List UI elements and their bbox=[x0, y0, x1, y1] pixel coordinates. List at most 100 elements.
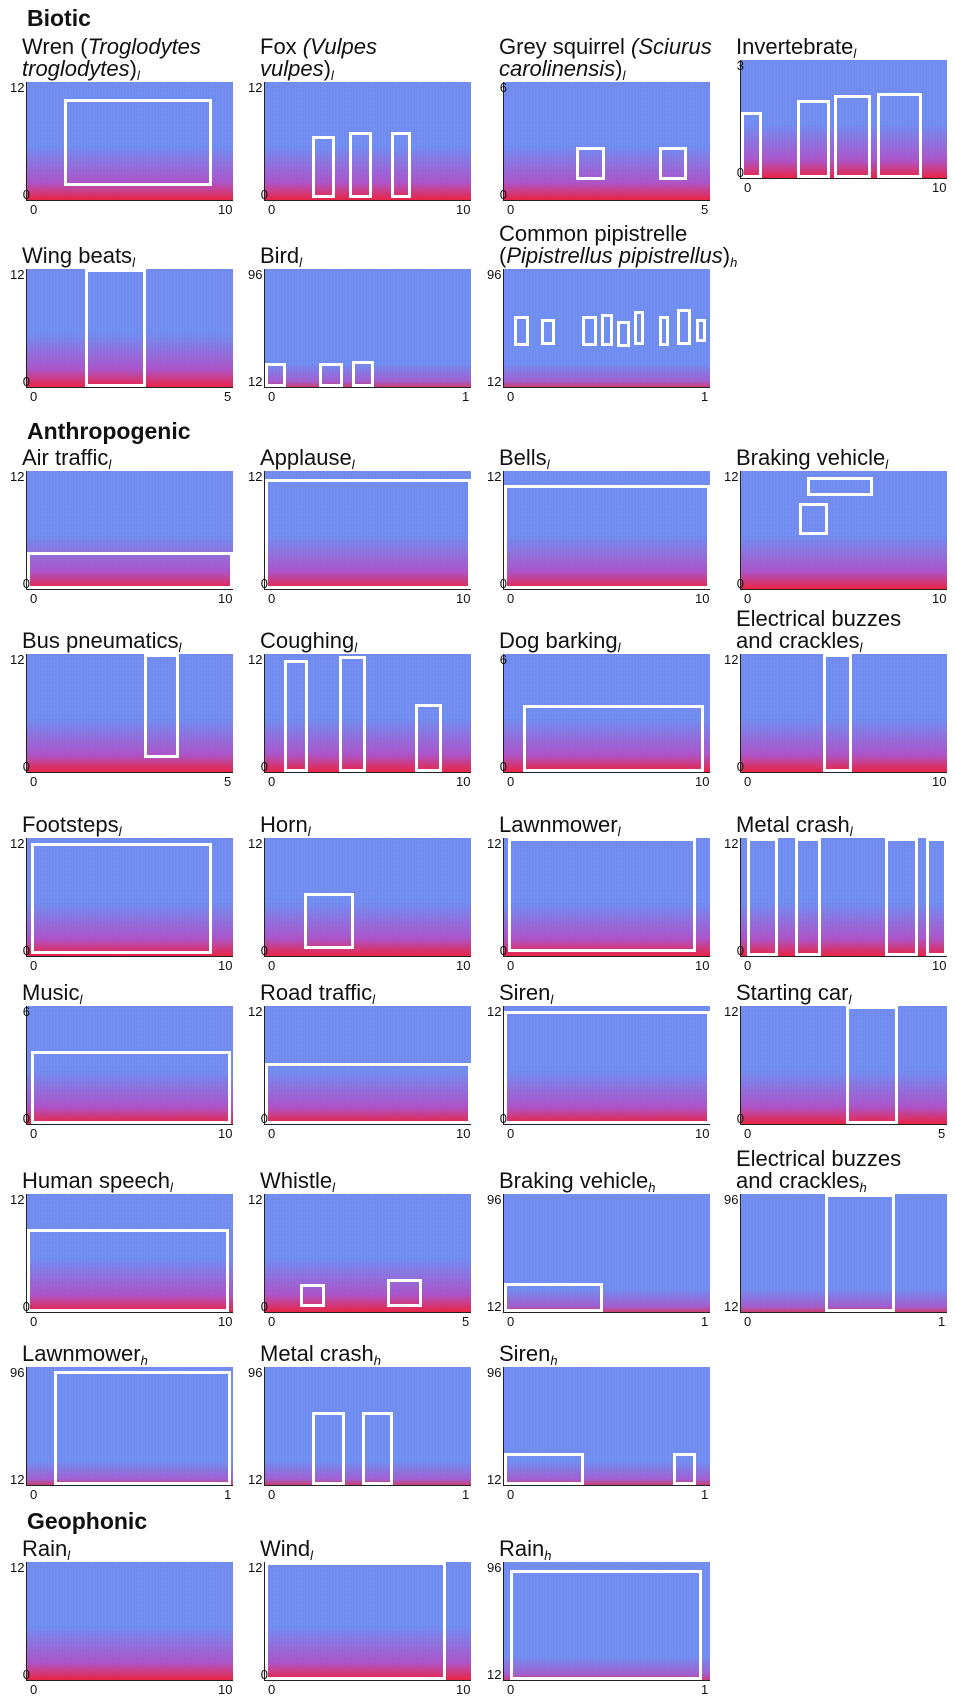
x-tick-max: 10 bbox=[932, 180, 947, 195]
x-tick-max: 10 bbox=[695, 774, 710, 789]
y-tick-max: 3 bbox=[736, 58, 744, 73]
x-tick-min: 0 bbox=[507, 958, 515, 973]
x-tick-min: 0 bbox=[744, 591, 752, 606]
spectrogram-plot bbox=[503, 1367, 710, 1486]
x-tick-max: 10 bbox=[218, 202, 233, 217]
spectrogram-panel-bird: Birdl 96 12 0 1 bbox=[248, 245, 478, 407]
x-tick-max: 1 bbox=[701, 1487, 709, 1502]
y-tick-max: 6 bbox=[22, 1004, 30, 1019]
spectrogram-plot bbox=[503, 471, 710, 590]
spectrogram-plot bbox=[740, 654, 947, 773]
x-tick-min: 0 bbox=[507, 202, 515, 217]
spectrogram-panel-coughing: Coughingl 12 0 0 10 bbox=[248, 628, 478, 792]
y-tick-max: 96 bbox=[487, 1365, 502, 1380]
spectrogram-plot bbox=[740, 838, 947, 957]
x-tick-max: 10 bbox=[695, 591, 710, 606]
y-tick-min: 0 bbox=[22, 943, 30, 958]
spectrogram-plot bbox=[503, 654, 710, 773]
spectrogram-plot bbox=[26, 82, 233, 201]
spectrogram-panel-human-speech: Human speechl 12 0 0 10 bbox=[10, 1168, 240, 1332]
x-tick-min: 0 bbox=[30, 202, 38, 217]
y-tick-max: 12 bbox=[10, 80, 25, 95]
x-tick-max: 10 bbox=[932, 774, 947, 789]
y-tick-max: 12 bbox=[248, 1004, 263, 1019]
annotation-box bbox=[576, 146, 605, 180]
spectrogram-plot bbox=[26, 1367, 233, 1486]
panel-title: Rainl bbox=[22, 1536, 71, 1564]
y-tick-max: 12 bbox=[724, 836, 739, 851]
x-tick-min: 0 bbox=[507, 1126, 515, 1141]
annotation-box bbox=[53, 1370, 231, 1485]
panel-title: Grey squirrel (Sciurus carolinensis)l bbox=[499, 34, 712, 84]
y-tick-max: 96 bbox=[487, 1560, 502, 1575]
annotation-box bbox=[144, 654, 180, 758]
x-tick-min: 0 bbox=[507, 774, 515, 789]
x-tick-max: 10 bbox=[218, 1314, 233, 1329]
y-tick-max: 12 bbox=[248, 836, 263, 851]
panel-title: Road trafficl bbox=[260, 980, 375, 1008]
spectrogram-panel-horn: Hornl 12 0 0 10 bbox=[248, 814, 478, 976]
y-tick-min: 0 bbox=[260, 943, 268, 958]
y-tick-max: 6 bbox=[499, 652, 507, 667]
x-tick-max: 10 bbox=[456, 958, 471, 973]
annotation-box bbox=[27, 1229, 229, 1312]
y-tick-max: 96 bbox=[248, 267, 263, 282]
y-tick-max: 12 bbox=[10, 267, 25, 282]
y-tick-min: 0 bbox=[736, 943, 744, 958]
y-tick-min: 0 bbox=[736, 576, 744, 591]
y-tick-min: 0 bbox=[22, 187, 30, 202]
x-tick-max: 1 bbox=[224, 1487, 232, 1502]
x-tick-min: 0 bbox=[507, 1314, 515, 1329]
panel-title: Metal crashh bbox=[260, 1341, 381, 1369]
y-tick-max: 12 bbox=[10, 1560, 25, 1575]
spectrogram-panel-siren-h: Sirenh 96 12 0 1 bbox=[487, 1343, 717, 1505]
spectrogram-plot bbox=[26, 471, 233, 590]
annotation-box bbox=[677, 309, 692, 345]
spectrogram-panel-music: Musicl 6 0 0 10 bbox=[20, 982, 240, 1144]
spectrogram-plot bbox=[26, 654, 233, 773]
y-tick-max: 12 bbox=[10, 836, 25, 851]
spectrogram-panel-wren: Wren (Troglodytes troglodytes)l 12 0 0 10 bbox=[10, 34, 240, 220]
x-tick-max: 1 bbox=[462, 389, 470, 404]
panel-title: Metal crashl bbox=[736, 812, 853, 840]
spectrogram-plot bbox=[740, 1194, 947, 1313]
spectrogram-panel-whistle: Whistlel 12 0 0 5 bbox=[248, 1170, 478, 1332]
panel-title: Human speechl bbox=[22, 1168, 173, 1196]
y-tick-min: 12 bbox=[248, 374, 263, 389]
annotation-box bbox=[27, 552, 233, 589]
spectrogram-panel-lawnmower-h: Lawnmowerh 96 12 0 1 bbox=[10, 1343, 240, 1505]
y-tick-max: 12 bbox=[724, 1004, 739, 1019]
panel-title: Braking vehicleh bbox=[499, 1168, 656, 1196]
annotation-box bbox=[349, 131, 373, 198]
annotation-box bbox=[304, 893, 354, 949]
annotation-box bbox=[265, 479, 471, 589]
x-tick-min: 0 bbox=[268, 591, 276, 606]
spectrogram-plot bbox=[264, 1006, 471, 1125]
x-tick-min: 0 bbox=[30, 958, 38, 973]
spectrogram-panel-braking-vehicle-l: Braking vehiclel 12 0 0 10 bbox=[724, 447, 954, 609]
x-tick-min: 0 bbox=[744, 180, 752, 195]
x-tick-max: 10 bbox=[218, 1126, 233, 1141]
panel-title: Footstepsl bbox=[22, 812, 122, 840]
annotation-box bbox=[265, 1562, 447, 1680]
panel-title: Applausel bbox=[260, 445, 355, 473]
y-tick-min: 12 bbox=[10, 1472, 25, 1487]
spectrogram-plot bbox=[503, 838, 710, 957]
y-tick-max: 12 bbox=[248, 1560, 263, 1575]
panel-title: Coughingl bbox=[260, 628, 358, 656]
spectrogram-panel-common-pipistrelle: Common pipistrelle (Pipistrellus pipistre… bbox=[487, 223, 737, 407]
annotation-box bbox=[582, 316, 597, 346]
annotation-box bbox=[926, 838, 947, 956]
y-tick-min: 12 bbox=[248, 1472, 263, 1487]
x-tick-max: 1 bbox=[701, 1682, 709, 1697]
panel-title: Windl bbox=[260, 1536, 314, 1564]
panel-title: Wren (Troglodytes troglodytes)l bbox=[22, 34, 201, 84]
spectrogram-panel-wing-beats: Wing beatsl 12 0 0 5 bbox=[10, 245, 240, 407]
x-tick-max: 10 bbox=[932, 958, 947, 973]
y-tick-max: 12 bbox=[248, 469, 263, 484]
spectrogram-plot bbox=[264, 654, 471, 773]
spectrogram-panel-metal-crash-h: Metal crashh 96 12 0 1 bbox=[248, 1341, 478, 1505]
section-geophonic: Geophonic bbox=[27, 1508, 148, 1534]
y-tick-min: 0 bbox=[260, 1111, 268, 1126]
y-tick-max: 12 bbox=[724, 652, 739, 667]
